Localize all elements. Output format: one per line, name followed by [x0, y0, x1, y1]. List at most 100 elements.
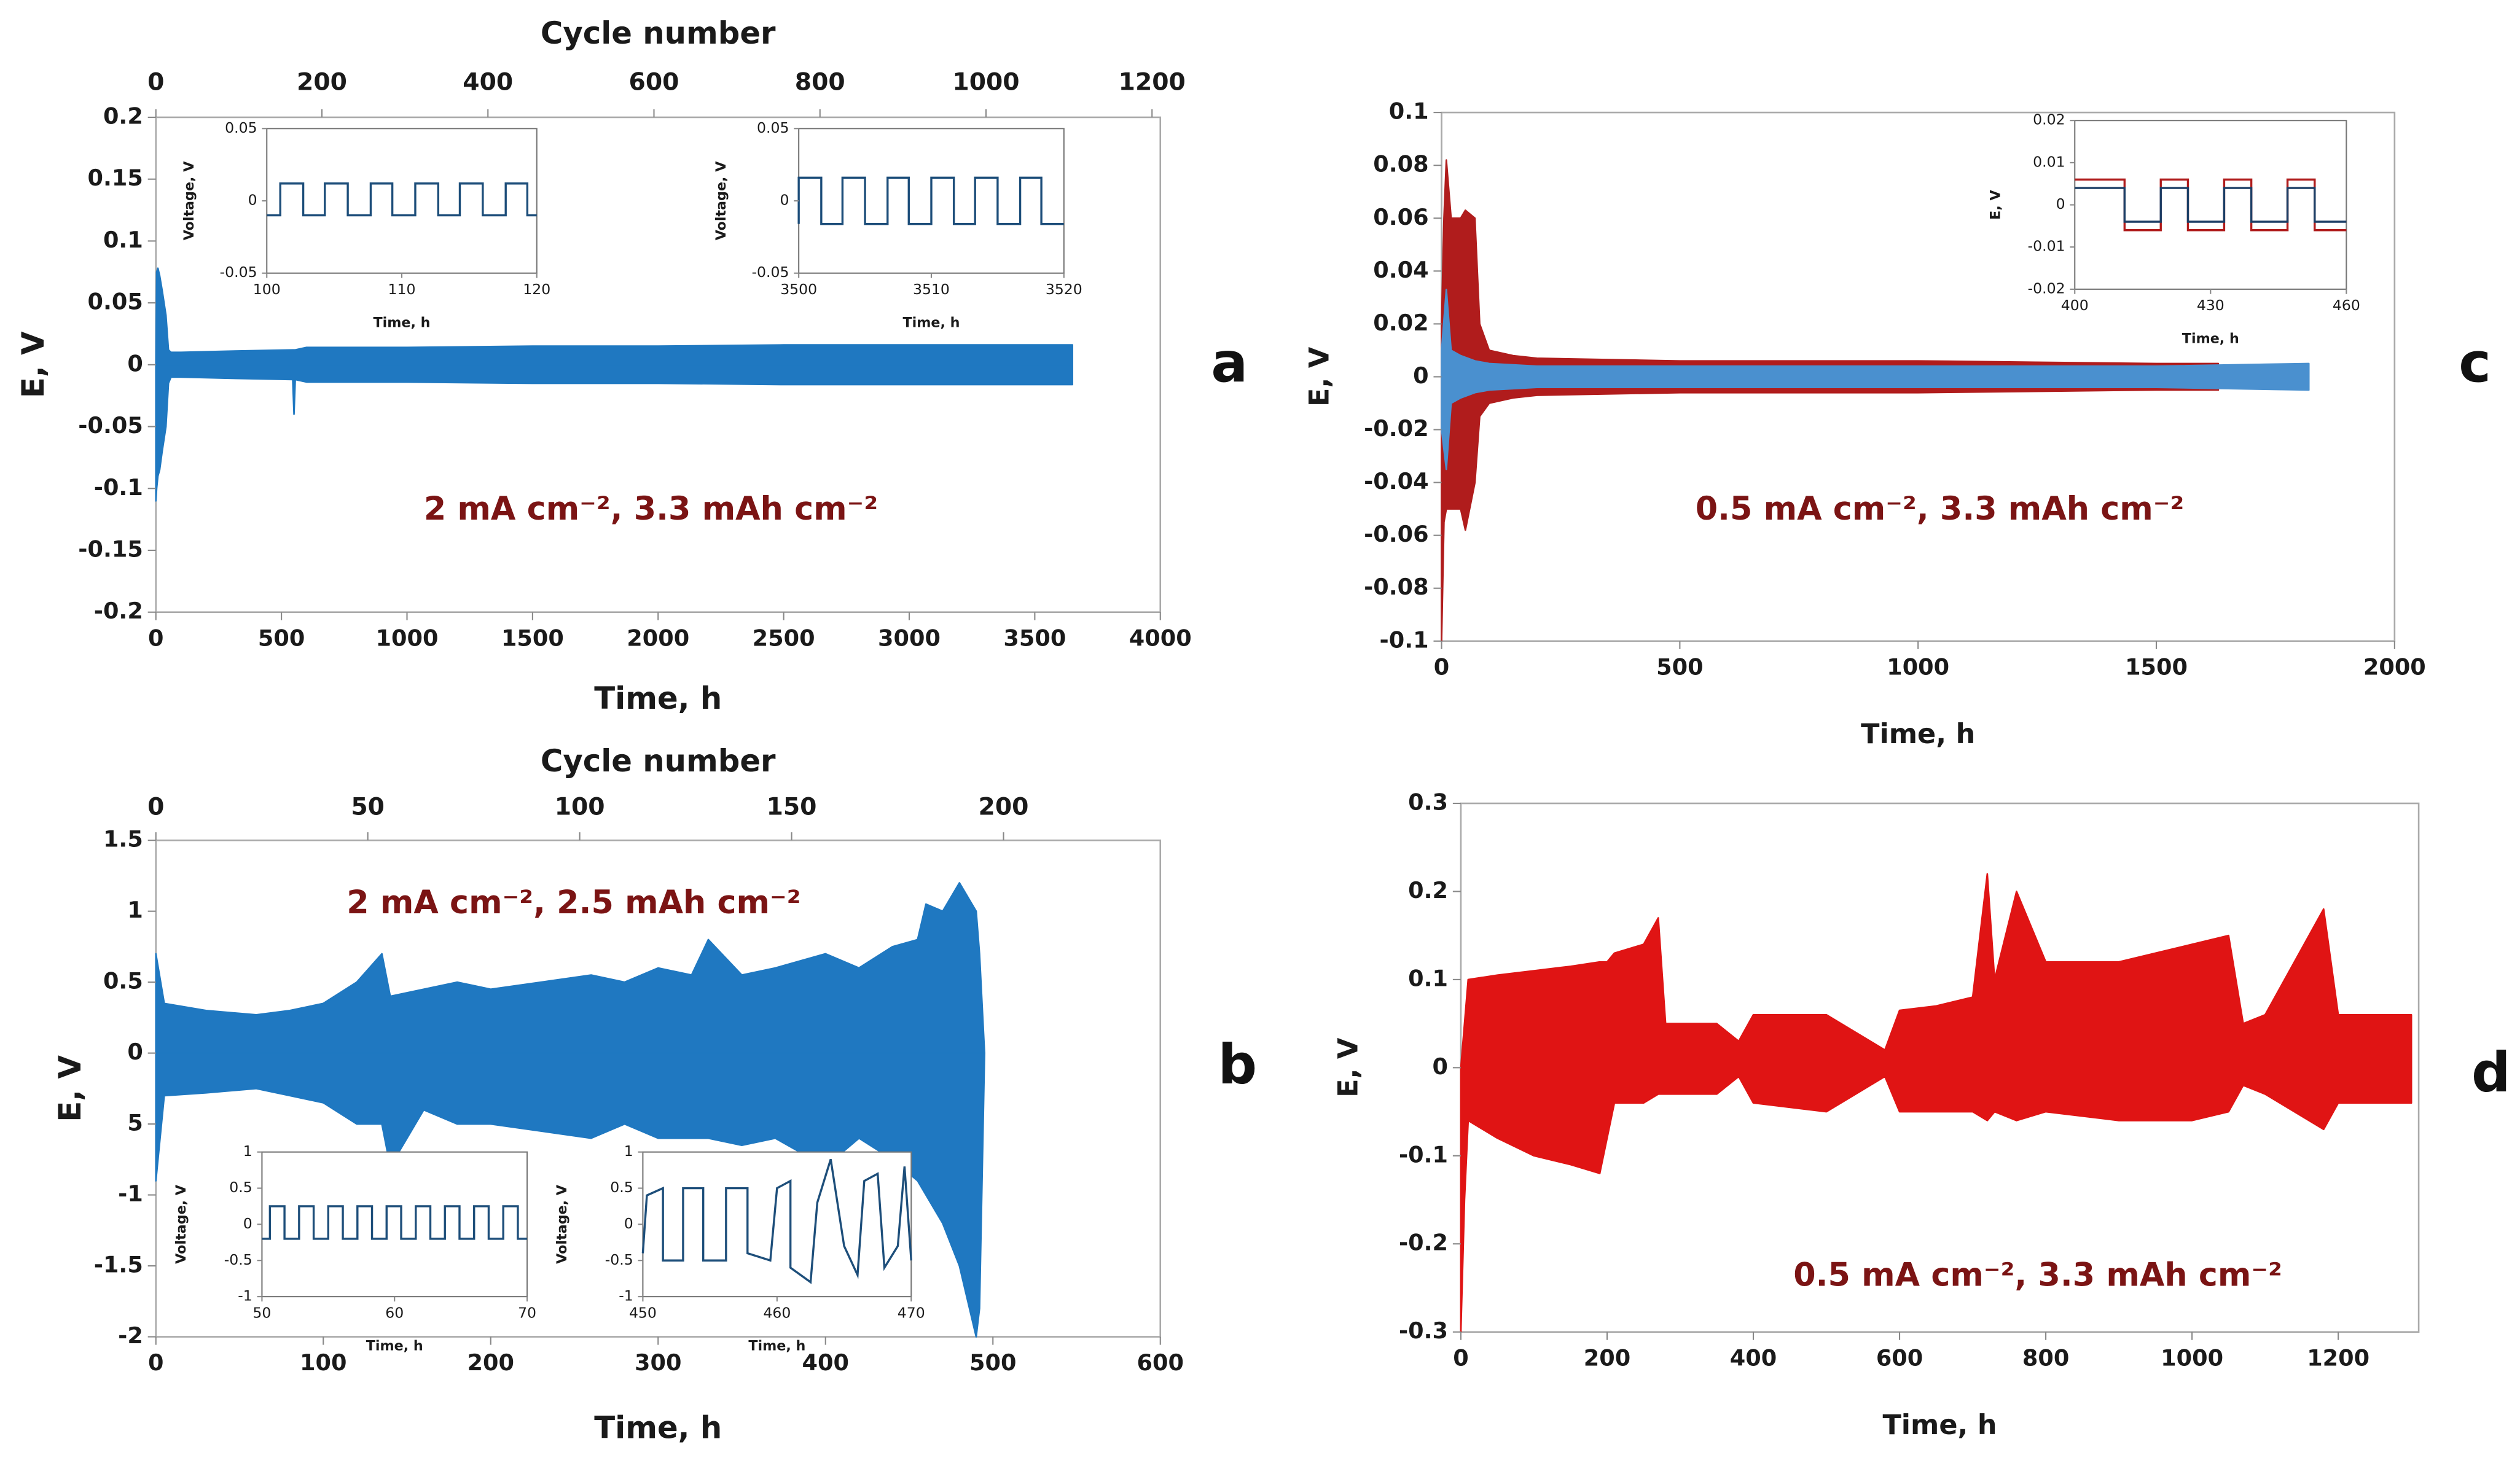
x-tick-label: 3500 [780, 281, 817, 298]
y-tick-label: -0.15 [78, 536, 143, 562]
y-tick-label: 0 [127, 350, 143, 376]
x-tick-label: 500 [969, 1349, 1016, 1376]
x-axis-title: Time, h [374, 314, 431, 330]
voltage-line [262, 1205, 528, 1240]
y-tick-label: -0.5 [605, 1251, 633, 1268]
y-tick-label: 0 [248, 192, 257, 209]
x-tick-label: 400 [802, 1349, 849, 1376]
panel-label: b [1218, 1032, 1257, 1096]
x-tick-label: 1200 [2307, 1344, 2369, 1371]
x-tick-label: 1000 [376, 625, 439, 651]
x-tick-label: 2000 [627, 625, 689, 651]
y-tick-label: 0.15 [87, 165, 143, 191]
x-tick-label: 3500 [1003, 625, 1066, 651]
x-axis-title: Time, h [594, 681, 722, 716]
inset-frame [261, 1151, 528, 1298]
voltage-envelope [155, 1052, 985, 1338]
y-tick-label: 0 [780, 192, 789, 209]
voltage-envelope [1460, 873, 2412, 1069]
y-tick-label: 0.3 [1408, 789, 1448, 816]
x-tick-label: 100 [300, 1349, 346, 1376]
x2-tick-label: 400 [463, 69, 513, 96]
x-tick-label: 500 [258, 625, 305, 651]
y-axis-title: Voltage, V [173, 1184, 189, 1264]
x-axis-title: Time, h [902, 314, 960, 330]
x2-axis-title: Cycle number [541, 743, 776, 779]
x2-tick-label: 1000 [952, 69, 1019, 96]
x-tick-label: 60 [385, 1304, 404, 1321]
x-tick-label: 1500 [2125, 653, 2188, 680]
x-tick-label: 400 [1730, 1344, 1777, 1371]
y-axis-title: E, V [15, 331, 51, 398]
y-tick-label: -0.05 [78, 412, 143, 439]
y-tick-label: -0.01 [2028, 238, 2065, 255]
y-axis-title: Voltage, V [713, 161, 729, 241]
y-axis-title: E, V [52, 1055, 88, 1122]
y-axis-title: E, V [1304, 346, 1335, 407]
y-tick-label: 0 [243, 1215, 252, 1232]
y-tick-label: 0.02 [2033, 111, 2065, 128]
y-axis-title: E, V [1988, 189, 2004, 219]
voltage-envelope [155, 267, 1073, 366]
x-tick-label: 3520 [1046, 281, 1082, 298]
x-tick-label: 2000 [2363, 653, 2426, 680]
x-tick-label: 3510 [913, 281, 950, 298]
x-tick-label: 1500 [501, 625, 564, 651]
x-tick-label: 600 [1137, 1349, 1184, 1376]
panel-label: d [2471, 1040, 2511, 1104]
y-tick-label: -0.06 [1364, 521, 1429, 547]
x-tick-label: 0 [1434, 653, 1449, 680]
y-tick-label: 0 [2056, 195, 2065, 213]
y-tick-label: -0.3 [1399, 1317, 1448, 1344]
y-axis-title: Voltage, V [554, 1184, 570, 1264]
x-axis-title: Time, h [748, 1338, 805, 1354]
y-tick-label: 1 [127, 897, 143, 923]
x-tick-label: 0 [1453, 1344, 1468, 1371]
x-axis-title: Time, h [1882, 1410, 1997, 1441]
condition-annotation: 0.5 mA cm⁻², 3.3 mAh cm⁻² [1793, 1257, 2282, 1294]
panel-label: c [2459, 330, 2491, 394]
x-tick-label: 50 [252, 1304, 271, 1321]
x-tick-label: 120 [523, 281, 550, 298]
y-tick-label: -0.04 [1364, 468, 1429, 494]
x-tick-label: 300 [635, 1349, 681, 1376]
x2-tick-label: 0 [147, 69, 164, 96]
y-tick-label: -0.1 [1399, 1141, 1448, 1168]
y-tick-label: -1 [619, 1287, 633, 1305]
y-tick-label: 5 [127, 1110, 143, 1136]
inset-frame [2074, 120, 2347, 290]
y-tick-label: 0 [127, 1039, 143, 1065]
voltage-envelope [155, 882, 985, 1054]
y-tick-label: 0 [1413, 362, 1428, 389]
x-tick-label: 110 [388, 281, 416, 298]
voltage-line [267, 182, 537, 217]
x2-tick-label: 200 [979, 793, 1029, 821]
x2-tick-label: 50 [351, 793, 385, 821]
x2-tick-label: 150 [767, 793, 817, 821]
y-tick-label: -0.1 [94, 474, 143, 501]
y-tick-label: 0 [624, 1215, 633, 1232]
x-tick-label: 460 [763, 1304, 791, 1321]
x2-tick-label: 800 [795, 69, 845, 96]
x-tick-label: 100 [253, 281, 281, 298]
x-axis-title: Time, h [1861, 719, 1975, 750]
y-tick-label: 0.1 [103, 227, 143, 253]
voltage-line [797, 176, 1064, 225]
y-tick-label: 0.08 [1373, 151, 1428, 178]
y-tick-label: 0.2 [103, 103, 143, 129]
y-axis-title: Voltage, V [181, 161, 197, 241]
y-tick-label: 0.1 [1408, 965, 1448, 991]
y-tick-label: 0.05 [87, 289, 143, 315]
x-tick-label: 800 [2022, 1344, 2069, 1371]
x-tick-label: 0 [148, 625, 163, 651]
x-axis-title: Time, h [2182, 330, 2239, 346]
x-tick-label: 4000 [1129, 625, 1192, 651]
voltage-envelope [1441, 289, 2310, 378]
y-tick-label: -1 [118, 1180, 143, 1207]
x-tick-label: 1000 [2161, 1344, 2223, 1371]
x2-tick-label: 1200 [1119, 69, 1186, 96]
y-tick-label: 1 [243, 1142, 252, 1160]
x2-tick-label: 100 [555, 793, 605, 821]
